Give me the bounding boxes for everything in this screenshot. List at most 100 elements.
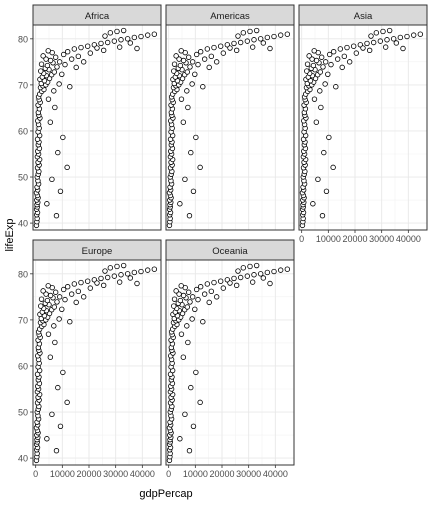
data-point xyxy=(187,64,193,70)
data-point xyxy=(54,64,60,70)
data-point xyxy=(102,33,108,39)
data-point xyxy=(189,59,196,65)
data-point xyxy=(237,274,244,281)
data-point xyxy=(208,53,215,60)
data-point xyxy=(184,304,191,310)
data-point xyxy=(124,271,131,277)
data-point xyxy=(151,266,158,272)
data-point xyxy=(247,263,253,270)
data-point xyxy=(40,288,46,294)
data-point xyxy=(45,283,51,289)
data-point xyxy=(47,354,54,360)
data-point xyxy=(100,47,107,54)
y-tick-label: 70 xyxy=(18,315,28,325)
data-point xyxy=(189,316,195,322)
data-point xyxy=(44,201,50,207)
data-point xyxy=(182,176,188,183)
data-point xyxy=(47,119,54,125)
data-point xyxy=(59,306,65,312)
data-point xyxy=(192,71,198,77)
data-point xyxy=(75,53,82,60)
data-point xyxy=(417,31,424,37)
data-point xyxy=(368,33,374,39)
data-point xyxy=(176,56,182,62)
data-point xyxy=(187,299,193,305)
data-point xyxy=(52,104,58,111)
x-axis-title: gdpPercap xyxy=(139,488,192,500)
data-point xyxy=(267,45,273,52)
data-point xyxy=(204,46,211,52)
data-point xyxy=(118,37,124,43)
x-tick-label: 40000 xyxy=(130,469,155,479)
data-point xyxy=(206,64,212,71)
data-point xyxy=(144,32,151,38)
data-point xyxy=(364,40,370,47)
x-tick-label: 30000 xyxy=(369,234,394,244)
data-point xyxy=(107,30,114,36)
data-point xyxy=(328,61,334,68)
data-point xyxy=(235,33,241,39)
facet-panel: Americas xyxy=(165,4,295,231)
data-point xyxy=(176,291,182,297)
y-tick-label: 40 xyxy=(18,219,28,229)
facet-label: Americas xyxy=(210,11,250,22)
data-point xyxy=(124,36,131,42)
data-point xyxy=(98,275,104,282)
data-point xyxy=(204,281,211,287)
data-point xyxy=(284,31,291,37)
data-point xyxy=(337,46,344,52)
data-point xyxy=(213,59,220,65)
facet-strip xyxy=(165,4,295,26)
data-point xyxy=(227,280,233,286)
facet-label: Africa xyxy=(85,11,110,22)
x-tick-label: 20000 xyxy=(342,234,367,244)
data-point xyxy=(52,54,59,60)
data-point xyxy=(43,56,49,62)
data-point xyxy=(73,64,79,71)
data-point xyxy=(173,53,179,59)
data-point xyxy=(184,323,190,329)
data-point xyxy=(111,273,118,279)
data-point xyxy=(118,272,124,278)
data-point xyxy=(326,134,332,141)
data-point xyxy=(57,188,64,194)
y-tick-label: 40 xyxy=(18,454,28,464)
data-point xyxy=(240,265,247,271)
data-point xyxy=(40,53,46,59)
data-point xyxy=(310,201,316,207)
data-point xyxy=(51,323,57,329)
facet-panel: Asia 0 10000 20000 30000 40000 xyxy=(298,4,428,244)
data-point xyxy=(231,40,237,47)
data-point xyxy=(197,164,203,171)
data-point xyxy=(322,81,328,87)
data-point xyxy=(260,275,267,281)
data-point xyxy=(87,50,94,56)
data-point xyxy=(62,61,68,68)
data-point xyxy=(311,48,317,54)
data-point xyxy=(249,279,256,285)
data-point xyxy=(111,38,118,44)
data-point xyxy=(323,188,330,194)
data-point xyxy=(138,268,144,275)
data-point xyxy=(313,57,320,64)
data-point xyxy=(64,49,71,55)
data-point xyxy=(386,27,393,34)
data-point xyxy=(56,59,63,65)
facet-label: Asia xyxy=(354,11,373,22)
data-point xyxy=(67,319,73,325)
data-point xyxy=(38,68,44,74)
data-point xyxy=(114,263,120,270)
data-point xyxy=(380,28,386,35)
data-point xyxy=(38,303,44,309)
data-point xyxy=(120,27,127,34)
data-point xyxy=(253,27,260,34)
data-point xyxy=(370,39,377,46)
data-point xyxy=(55,149,61,156)
data-point xyxy=(200,319,206,325)
data-point xyxy=(177,297,184,304)
data-point xyxy=(350,43,357,49)
data-point xyxy=(233,47,240,54)
data-point xyxy=(247,28,253,35)
y-tick-label: 50 xyxy=(18,408,28,418)
data-point xyxy=(360,45,366,51)
